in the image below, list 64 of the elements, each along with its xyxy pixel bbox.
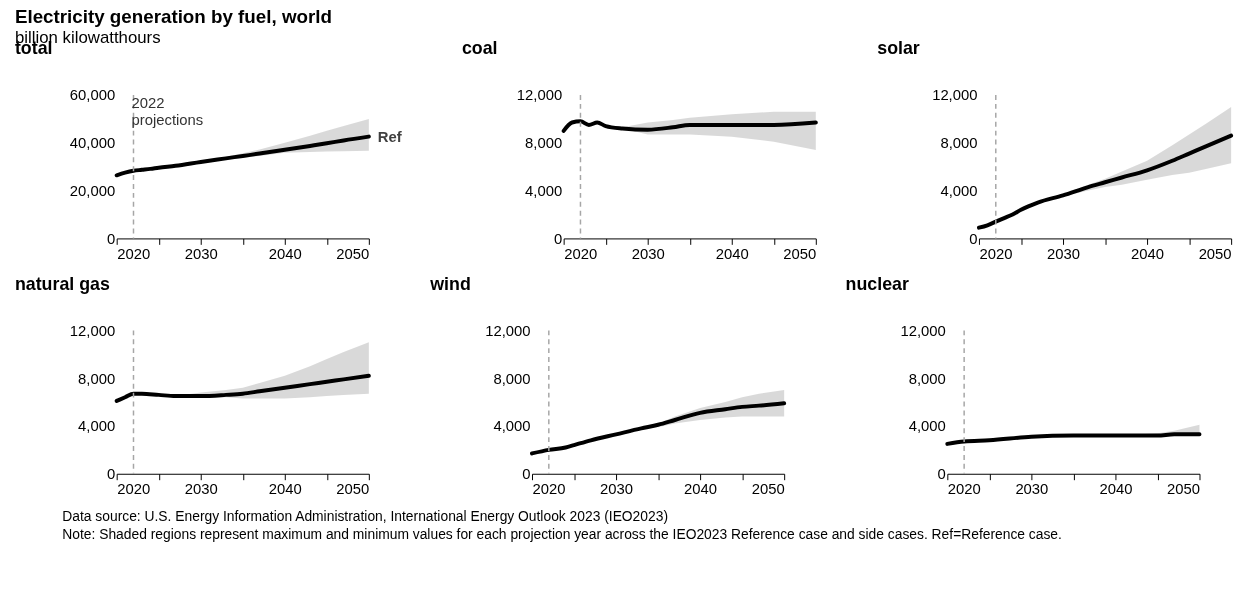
y-tick-label: 0	[937, 466, 946, 483]
y-tick-label: 0	[522, 466, 531, 483]
x-tick-label: 2050	[336, 481, 370, 498]
y-tick-label: 8,000	[78, 370, 116, 387]
y-tick-label: 0	[553, 230, 563, 247]
line-series	[976, 133, 1234, 230]
line-series	[945, 432, 1202, 446]
y-tick-label: 12,000	[900, 322, 946, 339]
text: Electricity generation by fuel, world	[14, 5, 332, 27]
annotation: Ref	[377, 128, 402, 145]
chart-title: wind	[429, 273, 471, 294]
x-tick-label: 2030	[1015, 481, 1049, 498]
chart-title: natural gas	[14, 273, 110, 294]
y-tick-label: 40,000	[69, 135, 116, 152]
chart-title: solar	[877, 38, 920, 59]
y-tick-label: 0	[106, 230, 116, 247]
x-tick-label: 2020	[117, 245, 151, 262]
x-tick-label: 2040	[1099, 481, 1133, 498]
line-series	[530, 401, 787, 456]
chart-title: coal	[461, 38, 498, 59]
x-tick-label: 2020	[564, 245, 598, 262]
chart-title: nuclear	[845, 273, 909, 294]
y-tick-label: 0	[106, 466, 116, 483]
x-tick-label: 2050	[783, 245, 817, 262]
y-tick-label: 12,000	[932, 87, 978, 104]
x-tick-label: 2020	[979, 245, 1013, 262]
x-tick-label: 2050	[751, 481, 785, 498]
x-tick-label: 2040	[268, 245, 302, 262]
ref-line-label: 2022 projections	[131, 94, 204, 128]
x-tick-label: 2030	[600, 481, 634, 498]
y-tick-label: 60,000	[69, 87, 116, 104]
y-tick-label: 12,000	[485, 322, 531, 339]
y-tick-label: 4,000	[908, 418, 946, 435]
y-tick-label: 20,000	[69, 183, 116, 200]
text: Note: Shaded regions represent maximum and minimum values for each projection year across the IEO2023 Reference case and side cases. Ref=Reference case.	[62, 526, 1062, 543]
y-tick-label: 8,000	[525, 135, 563, 152]
x-tick-label: 2050	[336, 245, 370, 262]
y-tick-label: 8,000	[940, 135, 978, 152]
line-series	[114, 134, 371, 178]
x-tick-label: 2020	[532, 481, 566, 498]
y-tick-label: 4,000	[78, 418, 116, 435]
source-note: Data source: U.S. Energy Information Administration, International Energy Outlook 2023 (IEO2023)	[62, 508, 668, 525]
x-tick-label: 2020	[117, 481, 151, 498]
x-tick-label: 2050	[1198, 245, 1232, 262]
x-tick-label: 2040	[1131, 245, 1165, 262]
y-tick-label: 0	[969, 230, 978, 247]
y-tick-label: 12,000	[69, 322, 116, 339]
x-tick-label: 2020	[947, 481, 981, 498]
y-tick-label: 4,000	[493, 418, 531, 435]
y-tick-label: 12,000	[516, 87, 563, 104]
y-tick-label: 8,000	[493, 370, 531, 387]
line-series	[561, 119, 818, 133]
x-tick-label: 2030	[631, 245, 665, 262]
y-tick-label: 8,000	[908, 370, 946, 387]
x-tick-label: 2040	[268, 481, 302, 498]
x-tick-label: 2030	[1047, 245, 1081, 262]
y-tick-label: 4,000	[525, 183, 563, 200]
line-series	[114, 373, 371, 403]
y-tick-label: 4,000	[940, 183, 978, 200]
x-tick-label: 2030	[184, 481, 218, 498]
x-tick-label: 2030	[184, 245, 218, 262]
x-tick-label: 2040	[684, 481, 718, 498]
x-tick-label: 2040	[715, 245, 749, 262]
x-tick-label: 2050	[1166, 481, 1200, 498]
